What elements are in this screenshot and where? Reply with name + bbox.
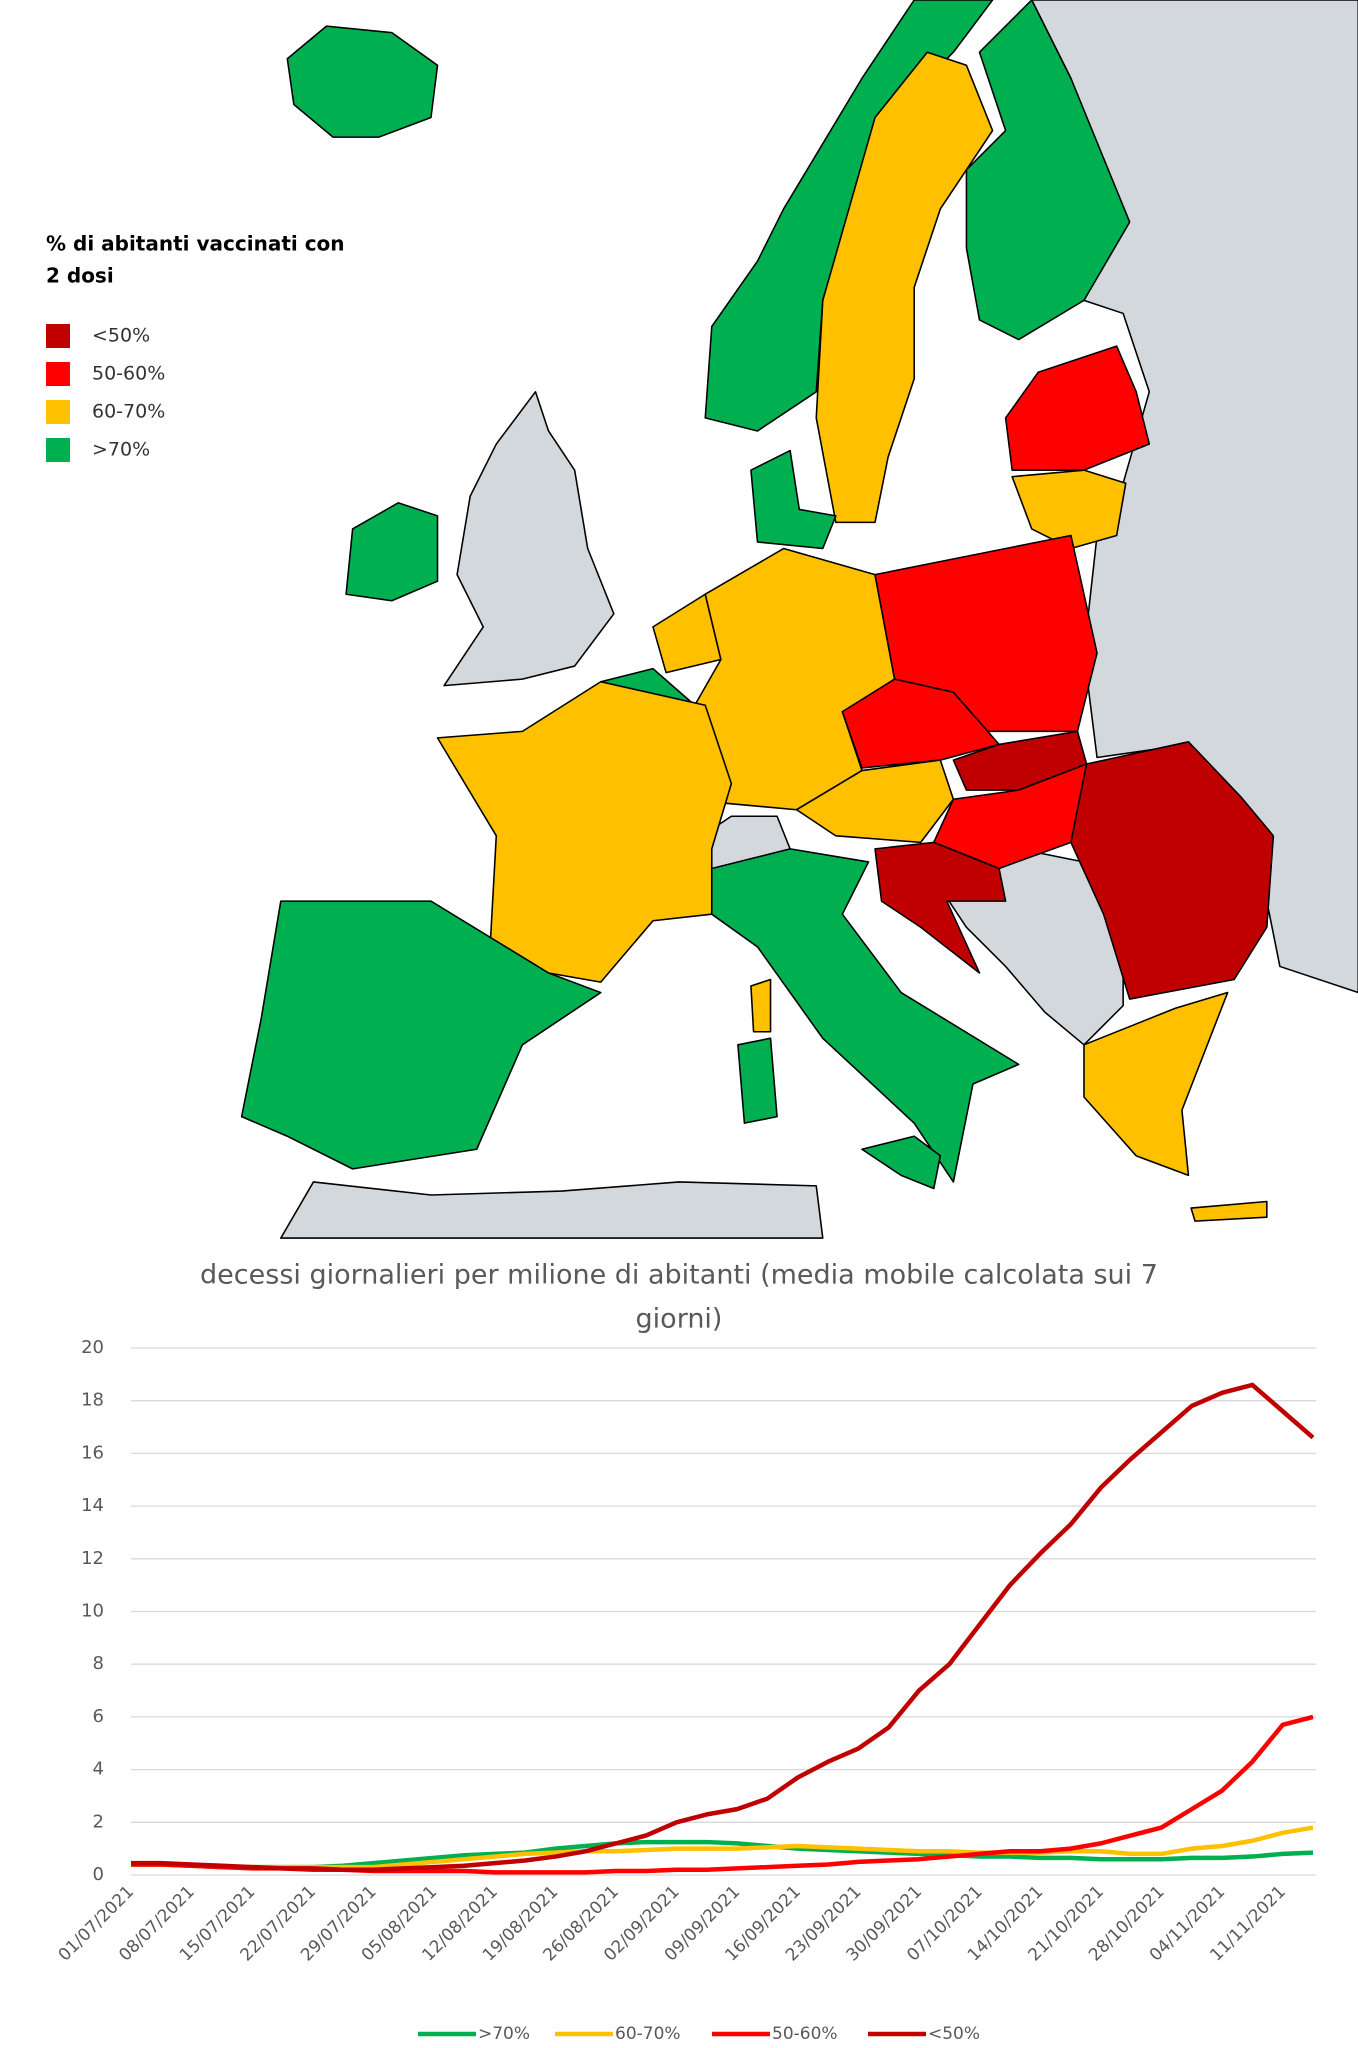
romania-bulgaria (1070, 741, 1275, 1000)
crete (1190, 1200, 1268, 1222)
iceland (286, 25, 439, 138)
spain-portugal (240, 900, 602, 1170)
corsica (750, 978, 772, 1033)
legend-label: <50% (928, 2024, 980, 2044)
croatia (874, 841, 1007, 974)
map-legend-title: % di abitanti vaccinati con (46, 232, 345, 256)
y-tick-label: 14 (81, 1495, 104, 1516)
y-tick-label: 2 (93, 1811, 104, 1832)
map-legend-title: 2 dosi (46, 264, 114, 288)
sardinia (737, 1037, 778, 1124)
legend-label: 60-70% (615, 2024, 681, 2044)
y-tick-label: 18 (81, 1390, 104, 1411)
europe-map (240, 0, 1358, 1239)
map-legend: <50% 50-60% 60-70% >70% (46, 324, 165, 462)
sicily (861, 1135, 942, 1190)
y-tick-label: 20 (81, 1337, 104, 1358)
series-line (131, 1382, 1315, 1872)
y-tick-label: 8 (93, 1653, 104, 1674)
legend-swatch (46, 400, 70, 424)
estonia-latvia (1004, 345, 1151, 471)
italy (710, 848, 1020, 1183)
legend-swatch (46, 362, 70, 386)
chart-title: decessi giornalieri per milione di abita… (200, 1260, 1158, 1291)
finland (965, 0, 1131, 341)
y-tick-label: 6 (93, 1706, 104, 1727)
y-tick-label: 0 (93, 1864, 104, 1885)
chart-title: giorni) (636, 1304, 723, 1335)
legend-swatch (46, 324, 70, 348)
uk (443, 391, 615, 687)
north-africa (280, 1181, 824, 1239)
legend-label: >70% (92, 439, 150, 461)
greece (1083, 991, 1229, 1177)
legend-label: <50% (92, 325, 150, 347)
legend-label: 50-60% (92, 363, 165, 385)
ireland (345, 502, 439, 602)
legend-swatch (46, 438, 70, 462)
legend-label: 50-60% (772, 2024, 838, 2044)
line-chart: 0246810121416182001/07/202108/07/202115/… (55, 1337, 1316, 2044)
y-tick-label: 4 (93, 1759, 104, 1780)
y-tick-label: 16 (81, 1442, 104, 1463)
denmark (750, 449, 837, 550)
lithuania (1011, 469, 1127, 550)
y-tick-label: 10 (81, 1601, 104, 1622)
legend-label: >70% (478, 2024, 530, 2044)
y-tick-label: 12 (81, 1548, 104, 1569)
legend-label: 60-70% (92, 401, 165, 423)
